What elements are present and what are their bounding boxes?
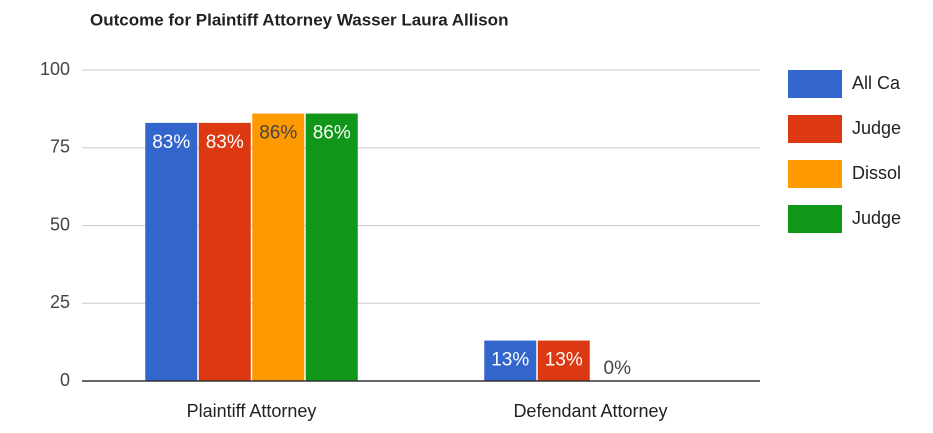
bar	[145, 122, 198, 382]
data-label: 83%	[206, 132, 244, 153]
x-tick-label: Plaintiff Attorney	[187, 401, 317, 421]
y-tick-label: 25	[50, 292, 70, 312]
legend-swatch	[788, 205, 842, 233]
bar	[537, 340, 590, 381]
bar	[198, 122, 251, 382]
y-tick-label: 0	[60, 370, 70, 390]
data-label: 83%	[152, 132, 190, 153]
legend-swatch	[788, 115, 842, 143]
legend-label: All Ca	[852, 73, 901, 93]
y-tick-label: 75	[50, 137, 70, 157]
x-tick-label: Defendant Attorney	[513, 401, 667, 421]
y-tick-label: 100	[40, 59, 70, 79]
data-label: 13%	[491, 350, 529, 371]
bar	[252, 113, 305, 381]
chart-title: Outcome for Plaintiff Attorney Wasser La…	[90, 10, 508, 29]
data-label: 0%	[604, 358, 632, 379]
legend-label: Judge	[852, 208, 901, 228]
data-label: 13%	[545, 350, 583, 371]
legend-swatch	[788, 160, 842, 188]
legend-label: Judge	[852, 118, 901, 138]
y-tick-label: 50	[50, 214, 70, 234]
data-label: 86%	[259, 123, 297, 144]
legend-label: Dissol	[852, 163, 901, 183]
bar	[305, 113, 358, 381]
bar	[484, 340, 537, 381]
legend-swatch	[788, 70, 842, 98]
data-label: 86%	[313, 123, 351, 144]
